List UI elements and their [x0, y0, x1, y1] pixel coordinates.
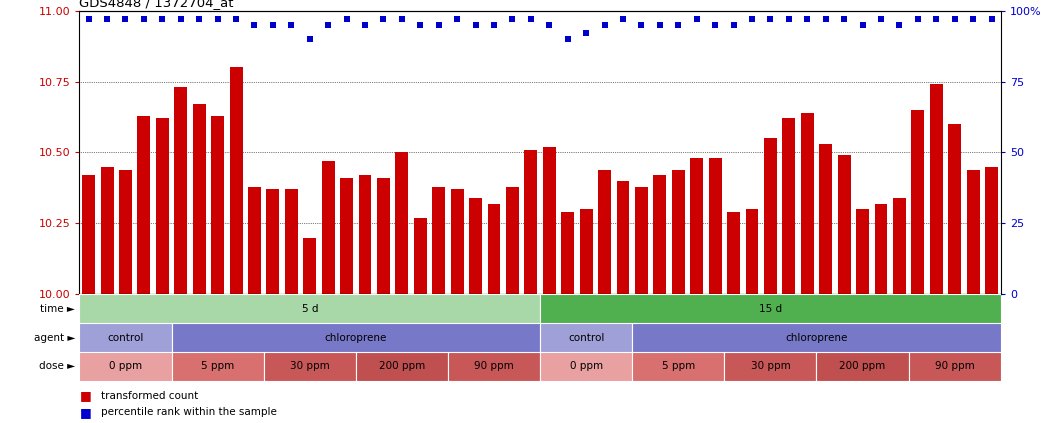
Text: chloroprene: chloroprene: [786, 332, 847, 343]
Text: chloroprene: chloroprene: [325, 332, 387, 343]
Bar: [816, 352, 909, 381]
Bar: [746, 209, 758, 423]
Bar: [506, 187, 519, 423]
Bar: [912, 110, 925, 423]
Bar: [616, 181, 629, 423]
Bar: [632, 352, 724, 381]
Bar: [728, 212, 740, 423]
Bar: [267, 190, 280, 423]
Bar: [632, 323, 1001, 352]
Bar: [101, 167, 113, 423]
Bar: [193, 104, 205, 423]
Bar: [432, 187, 445, 423]
Bar: [875, 203, 887, 423]
Bar: [359, 175, 372, 423]
Text: 30 ppm: 30 ppm: [290, 361, 329, 371]
Bar: [540, 323, 632, 352]
Bar: [172, 352, 264, 381]
Bar: [967, 170, 980, 423]
Bar: [783, 118, 795, 423]
Text: 200 ppm: 200 ppm: [840, 361, 885, 371]
Bar: [690, 158, 703, 423]
Bar: [414, 218, 427, 423]
Bar: [543, 147, 556, 423]
Text: dose ►: dose ►: [39, 361, 75, 371]
Bar: [893, 198, 905, 423]
Text: 5 ppm: 5 ppm: [662, 361, 695, 371]
Bar: [598, 170, 611, 423]
Bar: [79, 294, 540, 323]
Text: GDS4848 / 1372704_at: GDS4848 / 1372704_at: [79, 0, 234, 9]
Bar: [561, 212, 574, 423]
Text: control: control: [568, 332, 605, 343]
Bar: [448, 352, 540, 381]
Text: 30 ppm: 30 ppm: [751, 361, 790, 371]
Bar: [322, 161, 335, 423]
Bar: [524, 150, 537, 423]
Text: 5 ppm: 5 ppm: [201, 361, 234, 371]
Bar: [801, 113, 813, 423]
Text: 90 ppm: 90 ppm: [474, 361, 514, 371]
Text: transformed count: transformed count: [101, 390, 198, 401]
Bar: [175, 87, 187, 423]
Bar: [230, 67, 243, 423]
Bar: [579, 209, 593, 423]
Text: agent ►: agent ►: [34, 332, 75, 343]
Bar: [211, 115, 225, 423]
Text: 200 ppm: 200 ppm: [379, 361, 425, 371]
Bar: [79, 352, 172, 381]
Bar: [820, 144, 832, 423]
Bar: [764, 138, 777, 423]
Bar: [303, 238, 317, 423]
Text: 15 d: 15 d: [759, 304, 782, 314]
Bar: [671, 170, 685, 423]
Bar: [724, 352, 816, 381]
Text: 0 ppm: 0 ppm: [570, 361, 603, 371]
Bar: [264, 352, 356, 381]
Bar: [395, 153, 409, 423]
Bar: [377, 178, 390, 423]
Bar: [635, 187, 648, 423]
Bar: [708, 158, 721, 423]
Bar: [653, 175, 666, 423]
Bar: [451, 190, 464, 423]
Bar: [909, 352, 1001, 381]
Text: 5 d: 5 d: [302, 304, 318, 314]
Bar: [356, 352, 448, 381]
Bar: [540, 352, 632, 381]
Bar: [856, 209, 869, 423]
Bar: [138, 115, 150, 423]
Bar: [248, 187, 261, 423]
Text: ■: ■: [79, 406, 91, 419]
Bar: [79, 323, 172, 352]
Bar: [469, 198, 482, 423]
Bar: [285, 190, 298, 423]
Bar: [948, 124, 962, 423]
Bar: [340, 178, 353, 423]
Bar: [487, 203, 501, 423]
Bar: [172, 323, 540, 352]
Bar: [119, 170, 132, 423]
Text: 90 ppm: 90 ppm: [935, 361, 974, 371]
Text: 0 ppm: 0 ppm: [109, 361, 142, 371]
Text: control: control: [107, 332, 144, 343]
Bar: [540, 294, 1001, 323]
Bar: [83, 175, 95, 423]
Text: time ►: time ►: [40, 304, 75, 314]
Bar: [156, 118, 168, 423]
Text: percentile rank within the sample: percentile rank within the sample: [101, 407, 276, 418]
Bar: [930, 84, 943, 423]
Text: ■: ■: [79, 389, 91, 402]
Bar: [985, 167, 998, 423]
Bar: [838, 155, 850, 423]
